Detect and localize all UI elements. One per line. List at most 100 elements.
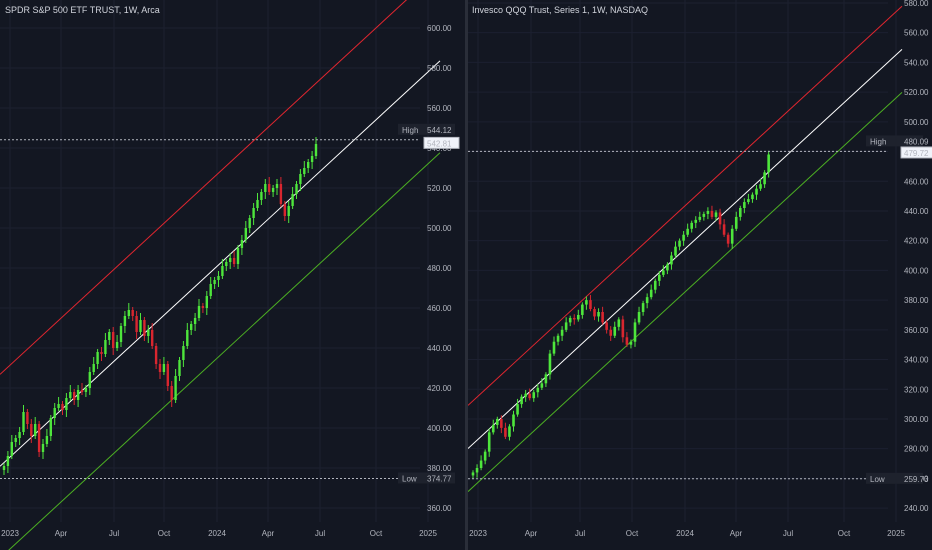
qqq-candle[interactable] — [670, 255, 673, 265]
spy-candle[interactable] — [310, 156, 314, 162]
qqq-candle[interactable] — [585, 300, 588, 305]
qqq-candle[interactable] — [548, 353, 552, 375]
spy-candle[interactable] — [158, 364, 162, 372]
spy-candle[interactable] — [69, 392, 72, 398]
qqq-candle[interactable] — [617, 319, 621, 327]
qqq-candle[interactable] — [747, 199, 750, 203]
spy-candle[interactable] — [166, 364, 169, 386]
spy-candle[interactable] — [307, 162, 310, 168]
spy-candle[interactable] — [147, 330, 150, 336]
spy-chart-panel[interactable]: 360.00 380.00 400.00 420.00 440.00 460.00 480.… — [0, 0, 465, 550]
spy-candle[interactable] — [287, 206, 290, 216]
spy-candle[interactable] — [236, 248, 240, 264]
qqq-candle[interactable] — [682, 234, 685, 241]
spy-candle[interactable] — [174, 376, 177, 400]
qqq-candle[interactable] — [532, 392, 536, 399]
spy-candle[interactable] — [119, 326, 123, 342]
qqq-candle[interactable] — [572, 317, 576, 320]
qqq-candle[interactable] — [702, 213, 706, 217]
spy-candle[interactable] — [65, 398, 68, 410]
qqq-candle[interactable] — [479, 460, 483, 468]
spy-candle[interactable] — [260, 192, 263, 200]
spy-candle[interactable] — [283, 204, 286, 216]
qqq-candle[interactable] — [552, 341, 556, 354]
qqq-candle[interactable] — [508, 426, 511, 437]
qqq-candle[interactable] — [751, 194, 754, 200]
spy-candle[interactable] — [26, 412, 29, 424]
spy-candle[interactable] — [314, 144, 318, 156]
qqq-candle[interactable] — [637, 312, 641, 323]
spy-candle[interactable] — [170, 386, 173, 400]
qqq-candle[interactable] — [577, 314, 580, 320]
qqq-candle[interactable] — [516, 404, 519, 415]
spy-candle[interactable] — [34, 424, 37, 436]
qqq-candle[interactable] — [544, 374, 548, 384]
spy-candle[interactable] — [112, 332, 115, 348]
qqq-candle[interactable] — [739, 208, 742, 217]
spy-candle[interactable] — [291, 194, 294, 206]
spy-candle[interactable] — [53, 408, 56, 418]
spy-candle[interactable] — [186, 330, 189, 346]
spy-candle[interactable] — [92, 364, 95, 372]
spy-candle[interactable] — [303, 168, 306, 174]
spy-candle[interactable] — [221, 266, 224, 276]
spy-candle[interactable] — [104, 340, 107, 354]
spy-candle[interactable] — [197, 306, 201, 318]
qqq-candle[interactable] — [710, 210, 714, 217]
qqq-candle[interactable] — [512, 414, 515, 427]
qqq-candle[interactable] — [504, 427, 507, 437]
qqq-candle[interactable] — [528, 393, 531, 399]
spy-candle[interactable] — [232, 258, 236, 264]
spy-candle[interactable] — [131, 310, 134, 316]
spy-candle[interactable] — [37, 424, 41, 452]
spy-candle[interactable] — [57, 404, 60, 408]
spy-candle[interactable] — [244, 228, 247, 240]
spy-candle[interactable] — [139, 320, 142, 332]
spy-candle[interactable] — [248, 218, 251, 228]
qqq-candle[interactable] — [743, 202, 746, 208]
spy-candle[interactable] — [10, 442, 13, 456]
spy-candle[interactable] — [127, 310, 130, 316]
spy-candle[interactable] — [61, 404, 64, 410]
qqq-candle[interactable] — [491, 424, 495, 433]
qqq-candle[interactable] — [540, 383, 544, 388]
spy-candle[interactable] — [252, 208, 255, 218]
spy-candle[interactable] — [45, 436, 49, 444]
qqq-candle[interactable] — [714, 212, 718, 217]
spy-candle[interactable] — [6, 456, 10, 466]
qqq-candle[interactable] — [597, 312, 600, 317]
spy-candle[interactable] — [135, 316, 138, 332]
spy-candle[interactable] — [2, 466, 6, 470]
qqq-candle[interactable] — [589, 300, 592, 310]
spy-candle[interactable] — [182, 346, 185, 360]
spy-candle[interactable] — [279, 184, 283, 204]
qqq-candle[interactable] — [520, 396, 523, 405]
qqq-candle[interactable] — [593, 309, 596, 317]
qqq-candle[interactable] — [625, 337, 629, 345]
qqq-candle[interactable] — [524, 393, 527, 397]
qqq-candle[interactable] — [759, 184, 762, 189]
spy-candle[interactable] — [295, 184, 298, 194]
qqq-candle[interactable] — [698, 216, 702, 220]
qqq-candle[interactable] — [581, 304, 584, 315]
qqq-candle[interactable] — [658, 274, 661, 281]
qqq-candle[interactable] — [629, 341, 633, 345]
spy-candle[interactable] — [151, 330, 154, 346]
qqq-chart[interactable]: 240.00260.00280.00300.00320.00340.00360.… — [468, 0, 932, 550]
qqq-candle[interactable] — [487, 432, 491, 452]
spy-candle[interactable] — [275, 184, 279, 188]
qqq-candle[interactable] — [763, 172, 766, 185]
qqq-candle[interactable] — [674, 246, 677, 256]
qqq-candle[interactable] — [500, 418, 503, 428]
spy-candle[interactable] — [96, 352, 99, 364]
qqq-candle[interactable] — [496, 418, 499, 425]
spy-chart[interactable]: 360.00 380.00 400.00 420.00 440.00 460.00 480.… — [0, 0, 465, 550]
qqq-candle[interactable] — [475, 468, 479, 473]
qqq-candle[interactable] — [690, 222, 693, 229]
qqq-candle[interactable] — [722, 224, 726, 235]
qqq-candle[interactable] — [601, 312, 604, 323]
spy-candle[interactable] — [213, 280, 216, 284]
qqq-chart-panel[interactable]: 240.00260.00280.00300.00320.00340.00360.… — [468, 0, 932, 550]
spy-candle[interactable] — [201, 306, 205, 308]
spy-candle[interactable] — [190, 324, 193, 330]
